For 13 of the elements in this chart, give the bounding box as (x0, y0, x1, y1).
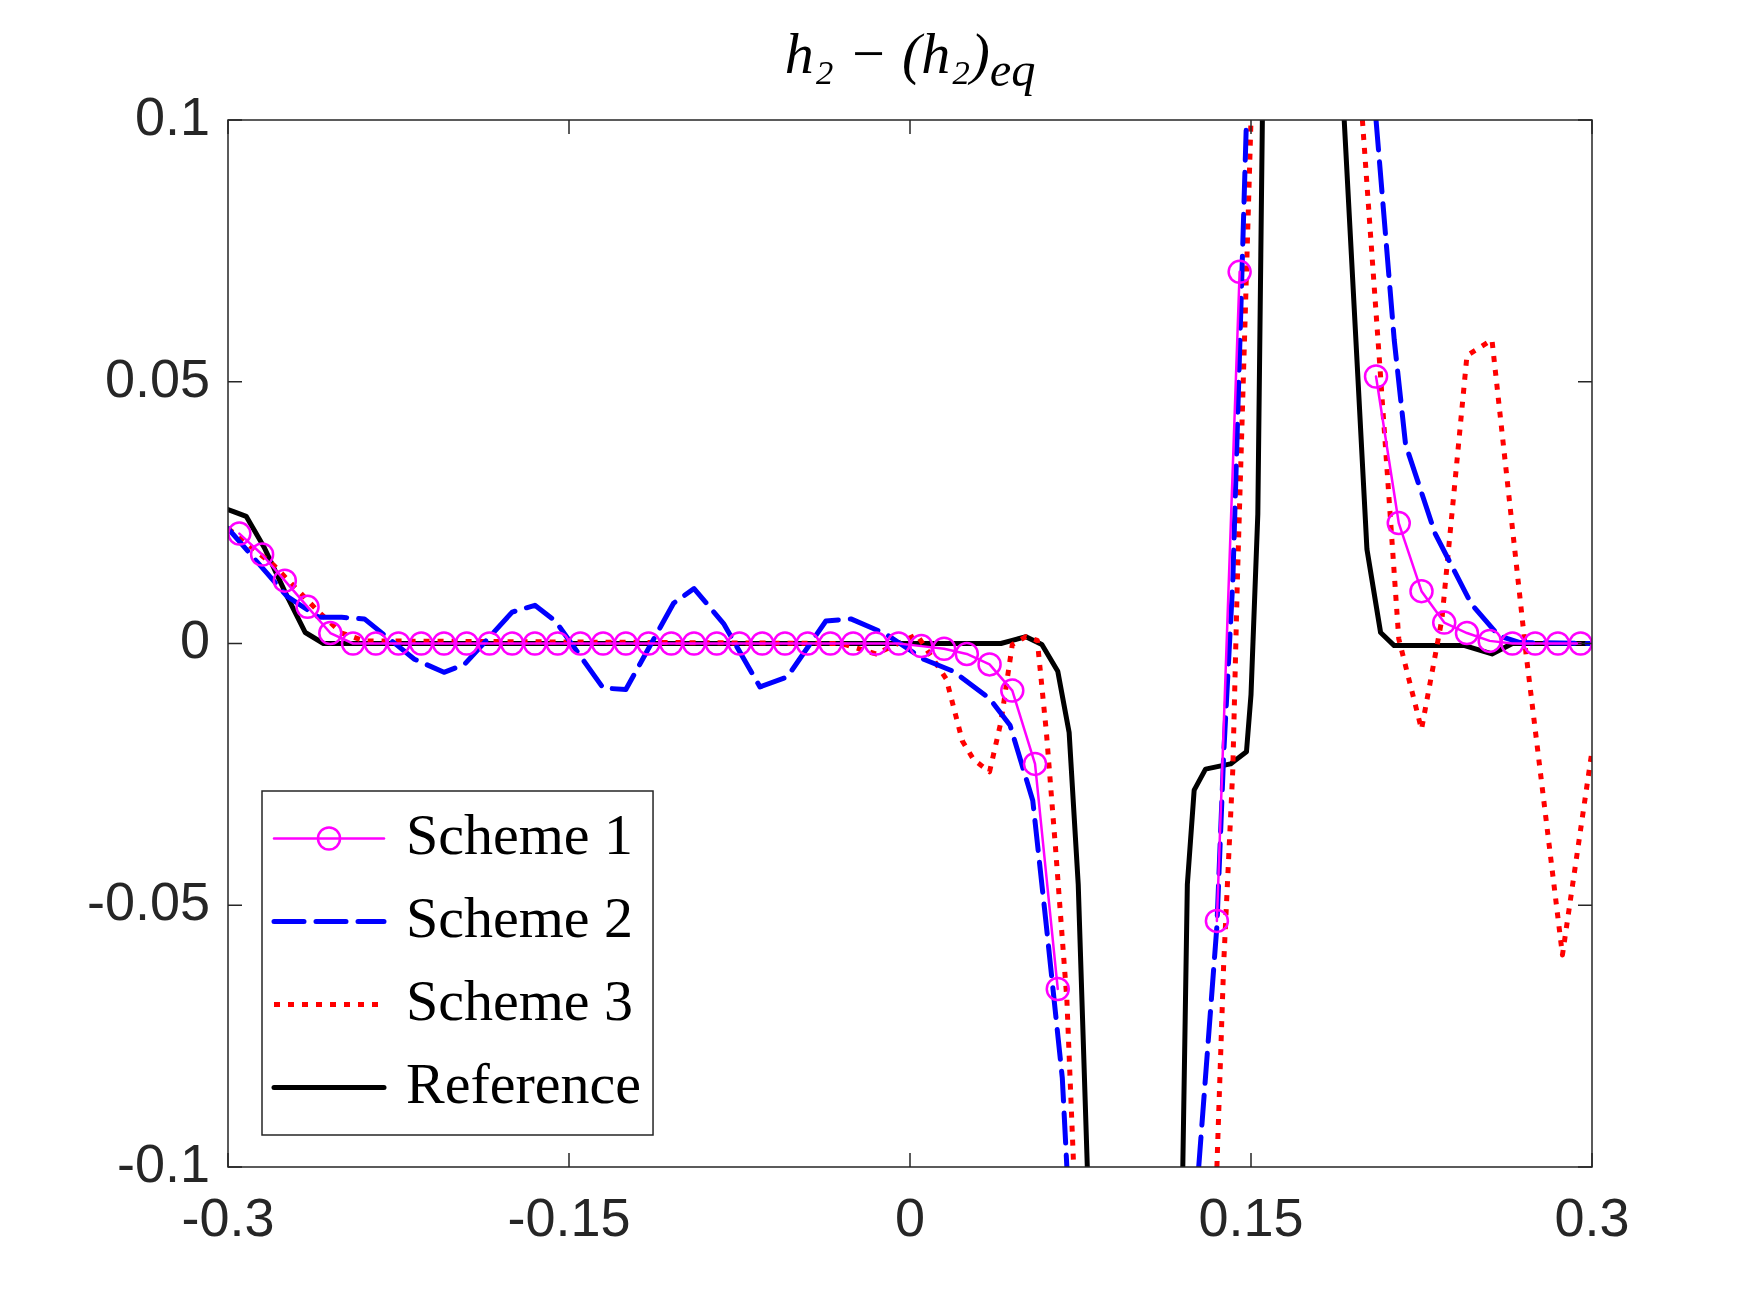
x-tick-label: -0.15 (507, 1187, 631, 1248)
x-tick-label: 0.3 (1554, 1187, 1630, 1248)
y-tick-label: -0.05 (86, 871, 210, 932)
legend-label: Scheme 1 (406, 801, 634, 867)
y-tick-label: 0 (179, 609, 210, 670)
legend-label: Scheme 3 (406, 967, 634, 1033)
y-tick-label: 0.05 (104, 347, 210, 408)
y-tick-label: 0.1 (134, 85, 210, 146)
x-tick-label: 0.15 (1198, 1187, 1304, 1248)
x-tick-label: 0 (894, 1187, 926, 1248)
legend-label: Reference (406, 1050, 642, 1116)
chart-title: h₂ − (h₂)$_{eq}$ (783, 20, 1037, 97)
legend-label: Scheme 2 (406, 884, 634, 950)
